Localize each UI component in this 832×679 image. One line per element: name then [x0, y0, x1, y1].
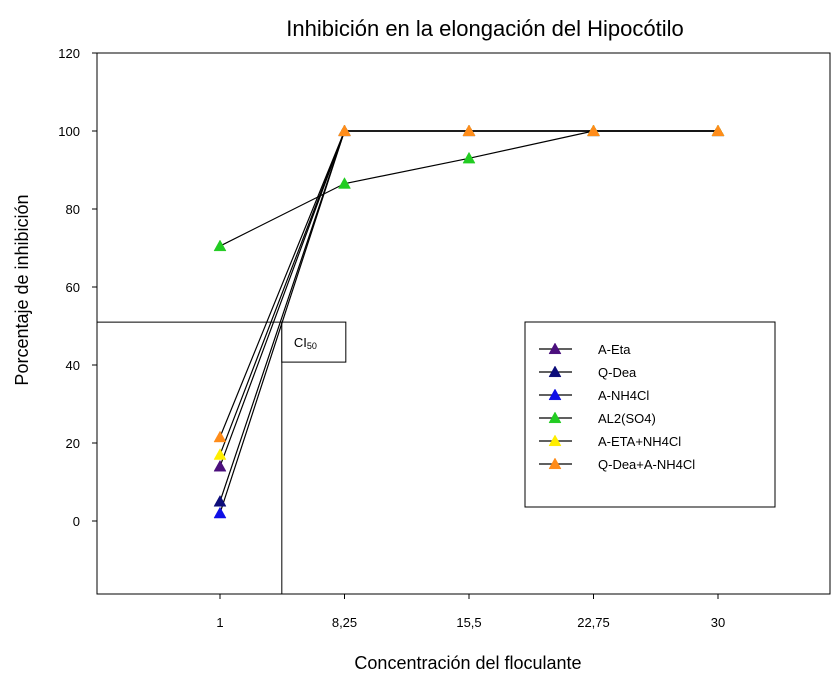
- data-point: [213, 506, 227, 519]
- data-point: [462, 124, 476, 137]
- legend-marker: [548, 365, 562, 378]
- series-layer: [213, 124, 725, 519]
- x-tick-label: 30: [711, 615, 725, 630]
- data-point: [587, 124, 600, 137]
- data-point: [213, 239, 227, 252]
- series-line: [219, 130, 718, 247]
- data-point: [213, 448, 227, 460]
- x-axis-label: Concentración del floculante: [354, 653, 581, 673]
- legend-label: Q-Dea+A-NH4Cl: [598, 457, 695, 472]
- data-point: [213, 459, 227, 472]
- legend-marker: [548, 342, 562, 355]
- x-tick-label: 1: [216, 615, 223, 630]
- y-axis: 0 20 40 60 80 100 120: [58, 46, 97, 529]
- series-3: [219, 130, 718, 247]
- y-tick-label: 60: [66, 280, 80, 295]
- legend-label: A-Eta: [598, 342, 631, 357]
- legend-marker: [548, 388, 562, 401]
- y-tick-label: 40: [66, 358, 80, 373]
- data-point: [338, 124, 351, 137]
- legend-item: Q-Dea+A-NH4Cl: [539, 457, 695, 472]
- y-tick-label: 80: [66, 202, 80, 217]
- annotation-layer: CI50: [97, 321, 347, 594]
- y-tick-label: 20: [66, 436, 80, 451]
- series-markers-3: [213, 124, 725, 252]
- data-point: [213, 430, 227, 443]
- legend: A-Eta Q-Dea A-NH4Cl AL2(SO4) A-ETA+NH4Cl Q-De…: [524, 321, 776, 508]
- y-axis-label: Porcentaje de inhibición: [12, 194, 32, 385]
- legend-marker: [548, 411, 562, 424]
- x-axis: 1 8,25 15,5 22,75 30: [216, 594, 725, 630]
- chart-title: Inhibición en la elongación del Hipocóti…: [286, 16, 684, 41]
- ci50-label-box: [281, 321, 347, 363]
- legend-marker: [548, 434, 562, 447]
- legend-item: Q-Dea: [539, 365, 637, 380]
- x-tick-label: 8,25: [332, 615, 357, 630]
- legend-marker: [548, 457, 562, 470]
- legend-label: A-ETA+NH4Cl: [598, 434, 681, 449]
- data-point: [338, 177, 351, 189]
- y-tick-label: 100: [58, 124, 80, 139]
- series-markers-5: [213, 124, 725, 443]
- x-tick-label: 15,5: [456, 615, 481, 630]
- legend-item: A-ETA+NH4Cl: [539, 434, 681, 449]
- legend-item: A-Eta: [539, 342, 631, 357]
- legend-label: A-NH4Cl: [598, 388, 649, 403]
- data-point: [462, 151, 476, 164]
- y-tick-label: 120: [58, 46, 80, 61]
- ci50-label: CI50: [294, 335, 317, 351]
- legend-box: [524, 321, 776, 508]
- legend-item: A-NH4Cl: [539, 388, 649, 403]
- plot-area: [96, 52, 831, 595]
- legend-label: AL2(SO4): [598, 411, 656, 426]
- data-point: [711, 124, 725, 137]
- y-tick-label: 0: [73, 514, 80, 529]
- data-point: [213, 494, 227, 507]
- legend-item: AL2(SO4): [539, 411, 656, 426]
- x-tick-label: 22,75: [577, 615, 610, 630]
- legend-label: Q-Dea: [598, 365, 637, 380]
